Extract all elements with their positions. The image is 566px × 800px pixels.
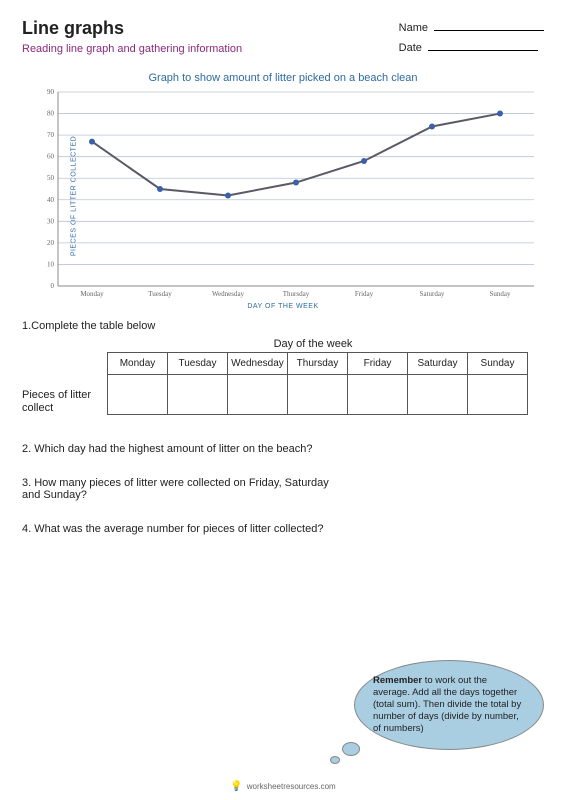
question-2: 2. Which day had the highest amount of l… [22, 443, 544, 455]
x-axis-label: DAY OF THE WEEK [247, 303, 318, 310]
table-header-cell: Friday [348, 353, 408, 375]
bubble-bold: Remember [373, 675, 422, 686]
footer: 💡 worksheetresources.com [230, 781, 335, 792]
footer-text: worksheetresources.com [247, 782, 336, 791]
title-block: Line graphs Reading line graph and gathe… [22, 18, 242, 58]
table-answer-cell[interactable] [348, 375, 408, 415]
svg-text:80: 80 [47, 110, 55, 118]
chart-title: Graph to show amount of litter picked on… [22, 72, 544, 84]
table-header-cell: Saturday [408, 353, 468, 375]
bubble-body: Remember to work out the average. Add al… [354, 660, 544, 750]
header: Line graphs Reading line graph and gathe… [22, 18, 544, 58]
table-header-cell: Thursday [288, 353, 348, 375]
question-3: 3. How many pieces of litter were collec… [22, 477, 332, 501]
svg-text:Wednesday: Wednesday [212, 290, 245, 298]
svg-text:Friday: Friday [355, 290, 374, 298]
svg-text:Monday: Monday [80, 290, 104, 298]
svg-text:10: 10 [47, 260, 55, 268]
name-input-line[interactable] [434, 19, 544, 31]
hint-bubble: Remember to work out the average. Add al… [354, 660, 544, 750]
svg-text:50: 50 [47, 174, 55, 182]
page-title: Line graphs [22, 18, 242, 39]
bubble-tail-2 [330, 756, 340, 764]
table-header-cell: Wednesday [228, 353, 288, 375]
svg-text:Tuesday: Tuesday [148, 290, 172, 298]
svg-text:0: 0 [51, 282, 55, 290]
svg-text:90: 90 [47, 88, 55, 96]
table-answer-cell[interactable] [288, 375, 348, 415]
question-4: 4. What was the average number for piece… [22, 523, 332, 535]
bubble-tail-1 [342, 742, 360, 756]
table-header-cell: Sunday [468, 353, 528, 375]
name-date-fields: Name Date [399, 18, 544, 58]
date-input-line[interactable] [428, 39, 538, 51]
answer-table-wrap: Pieces of litter collect MondayTuesdayWe… [22, 352, 544, 415]
answer-table: MondayTuesdayWednesdayThursdayFridaySatu… [107, 352, 528, 415]
table-answer-cell[interactable] [468, 375, 528, 415]
table-title: Day of the week [82, 338, 544, 350]
chart-svg: 0 10 20 30 40 50 60 70 80 90 Monday Tuesday Wednesda… [28, 86, 538, 306]
table-header-cell: Tuesday [168, 353, 228, 375]
question-1: 1.Complete the table below [22, 320, 544, 332]
table-data-row [108, 375, 528, 415]
table-answer-cell[interactable] [408, 375, 468, 415]
svg-text:Saturday: Saturday [420, 290, 445, 298]
line-chart: PIECES OF LITTER COLLECTED 0102030405060… [28, 86, 538, 306]
table-answer-cell[interactable] [108, 375, 168, 415]
table-header-cell: Monday [108, 353, 168, 375]
svg-text:Thursday: Thursday [283, 290, 310, 298]
page-subtitle: Reading line graph and gathering informa… [22, 43, 242, 55]
table-row-label: Pieces of litter collect [22, 389, 107, 415]
svg-text:60: 60 [47, 153, 55, 161]
svg-text:20: 20 [47, 239, 55, 247]
svg-text:40: 40 [47, 196, 55, 204]
table-header-row: MondayTuesdayWednesdayThursdayFridaySatu… [108, 353, 528, 375]
svg-text:70: 70 [47, 131, 55, 139]
table-answer-cell[interactable] [168, 375, 228, 415]
table-answer-cell[interactable] [228, 375, 288, 415]
svg-text:Sunday: Sunday [490, 290, 512, 298]
date-label: Date [399, 38, 422, 58]
svg-text:30: 30 [47, 217, 55, 225]
lightbulb-icon: 💡 [230, 781, 242, 792]
name-label: Name [399, 18, 428, 38]
